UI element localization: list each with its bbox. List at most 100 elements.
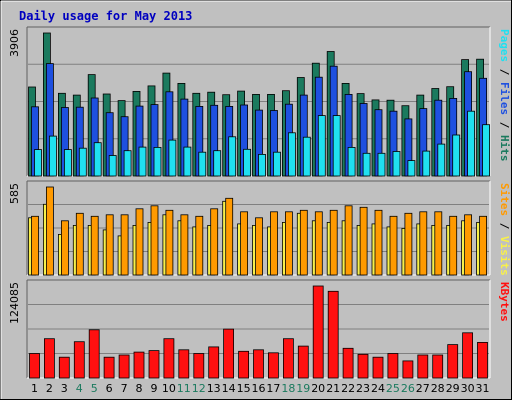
- bar-sites-day-12: [195, 215, 204, 276]
- bar-sites-day-26: [404, 212, 413, 276]
- bar-pages-day-8: [138, 146, 147, 177]
- bar-sites-day-25: [389, 215, 398, 276]
- bar-kbytes-day-28: [432, 354, 444, 379]
- bar-sites-day-24: [374, 209, 383, 276]
- bar-pages-day-29: [452, 134, 461, 177]
- bar-sites-day-23: [359, 206, 368, 276]
- bar-pages-day-5: [93, 142, 102, 177]
- bar-kbytes-day-15: [238, 350, 250, 379]
- bar-sites-day-15: [240, 211, 249, 276]
- bar-pages-day-19: [302, 136, 311, 177]
- x-tick-label-day-8: 8: [136, 382, 143, 395]
- series-label-separator: /: [498, 216, 511, 236]
- bar-pages-day-20: [317, 115, 326, 177]
- hits-files-pages-panel-series-labels: Pages / Files / Hits: [498, 29, 511, 162]
- bar-kbytes-day-19: [297, 345, 309, 379]
- series-label-sites: Sites: [498, 183, 511, 216]
- x-tick-label-day-7: 7: [121, 382, 128, 395]
- bar-kbytes-day-29: [447, 344, 459, 379]
- bar-pages-day-10: [168, 139, 177, 177]
- bar-sites-day-31: [479, 215, 488, 276]
- x-tick-label-day-9: 9: [151, 382, 158, 395]
- x-tick-label-day-12: 12: [192, 382, 206, 395]
- bar-pages-day-2: [49, 135, 57, 177]
- bar-sites-day-6: [105, 214, 114, 276]
- bar-pages-day-26: [407, 160, 416, 177]
- bar-sites-day-19: [299, 209, 308, 276]
- bar-kbytes-day-5: [88, 329, 100, 379]
- bar-kbytes-day-21: [327, 290, 339, 379]
- bar-sites-day-28: [434, 211, 443, 276]
- bar-sites-day-10: [165, 209, 174, 276]
- bar-pages-day-24: [377, 152, 386, 177]
- bar-pages-day-16: [258, 153, 266, 177]
- bar-sites-day-7: [120, 214, 129, 276]
- x-tick-label-day-24: 24: [371, 382, 385, 395]
- bar-pages-day-9: [153, 146, 162, 177]
- x-tick-label-day-4: 4: [76, 382, 83, 395]
- x-tick-label-day-28: 28: [431, 382, 445, 395]
- x-tick-label-day-15: 15: [237, 382, 251, 395]
- bar-kbytes-day-20: [312, 285, 324, 379]
- bar-kbytes-day-3: [58, 356, 70, 379]
- x-tick-label-day-29: 29: [446, 382, 460, 395]
- bar-pages-day-17: [273, 151, 281, 177]
- bar-kbytes-day-6: [103, 356, 115, 379]
- bar-kbytes-day-13: [208, 346, 220, 379]
- series-label-files: Files: [498, 82, 511, 115]
- bar-kbytes-day-24: [372, 356, 384, 379]
- bar-kbytes-day-4: [73, 341, 85, 379]
- series-label-hits: Hits: [498, 135, 511, 162]
- x-tick-label-day-20: 20: [311, 382, 325, 395]
- bar-sites-day-16: [255, 217, 263, 276]
- bar-sites-day-29: [449, 215, 458, 276]
- series-label-kbytes: KBytes: [498, 282, 511, 322]
- bar-kbytes-day-30: [462, 332, 474, 379]
- x-tick-label-day-30: 30: [461, 382, 475, 395]
- series-label-visits: Visits: [498, 236, 511, 276]
- x-tick-label-day-26: 26: [401, 382, 415, 395]
- bar-pages-day-4: [78, 147, 87, 177]
- x-tick-label-day-10: 10: [162, 382, 176, 395]
- bar-pages-day-12: [198, 151, 207, 177]
- bar-sites-day-27: [419, 211, 428, 276]
- bar-kbytes-day-26: [402, 360, 414, 379]
- bar-pages-day-7: [123, 150, 132, 177]
- bar-pages-day-6: [108, 155, 117, 177]
- bar-pages-day-30: [467, 110, 476, 177]
- x-tick-label-day-22: 22: [341, 382, 355, 395]
- x-tick-label-day-19: 19: [296, 382, 310, 395]
- hits-files-pages-panel-ymax-label: 3906: [8, 29, 21, 57]
- x-tick-label-day-14: 14: [222, 382, 236, 395]
- series-label-separator: /: [498, 115, 511, 135]
- bar-sites-day-13: [210, 208, 219, 276]
- bar-sites-day-18: [284, 211, 293, 276]
- bar-kbytes-day-11: [178, 349, 190, 379]
- bar-sites-day-14: [225, 197, 234, 276]
- bar-kbytes-day-7: [118, 354, 130, 379]
- bar-pages-day-28: [437, 143, 446, 177]
- bar-sites-day-5: [90, 215, 99, 276]
- bar-kbytes-day-23: [357, 353, 369, 379]
- bar-sites-day-11: [180, 214, 189, 276]
- bar-kbytes-day-8: [133, 351, 145, 379]
- x-tick-label-day-21: 21: [326, 382, 340, 395]
- bar-pages-day-15: [243, 148, 252, 177]
- bar-kbytes-day-25: [387, 353, 399, 379]
- bar-kbytes-day-14: [223, 328, 235, 379]
- bar-pages-day-25: [392, 151, 401, 177]
- bar-sites-day-9: [150, 205, 159, 276]
- x-tick-label-day-1: 1: [31, 382, 38, 395]
- bar-sites-day-20: [314, 211, 323, 276]
- bar-sites-day-8: [135, 208, 144, 276]
- bar-kbytes-day-1: [29, 353, 40, 379]
- bar-sites-day-2: [46, 186, 54, 276]
- bar-kbytes-day-31: [477, 341, 488, 379]
- bar-kbytes-day-22: [342, 347, 354, 379]
- x-tick-label-day-16: 16: [252, 382, 266, 395]
- x-tick-label-day-3: 3: [61, 382, 68, 395]
- kbytes-panel-ymax-label: 124085: [8, 282, 21, 324]
- bar-pages-day-11: [183, 146, 192, 177]
- bar-kbytes-day-9: [148, 350, 160, 379]
